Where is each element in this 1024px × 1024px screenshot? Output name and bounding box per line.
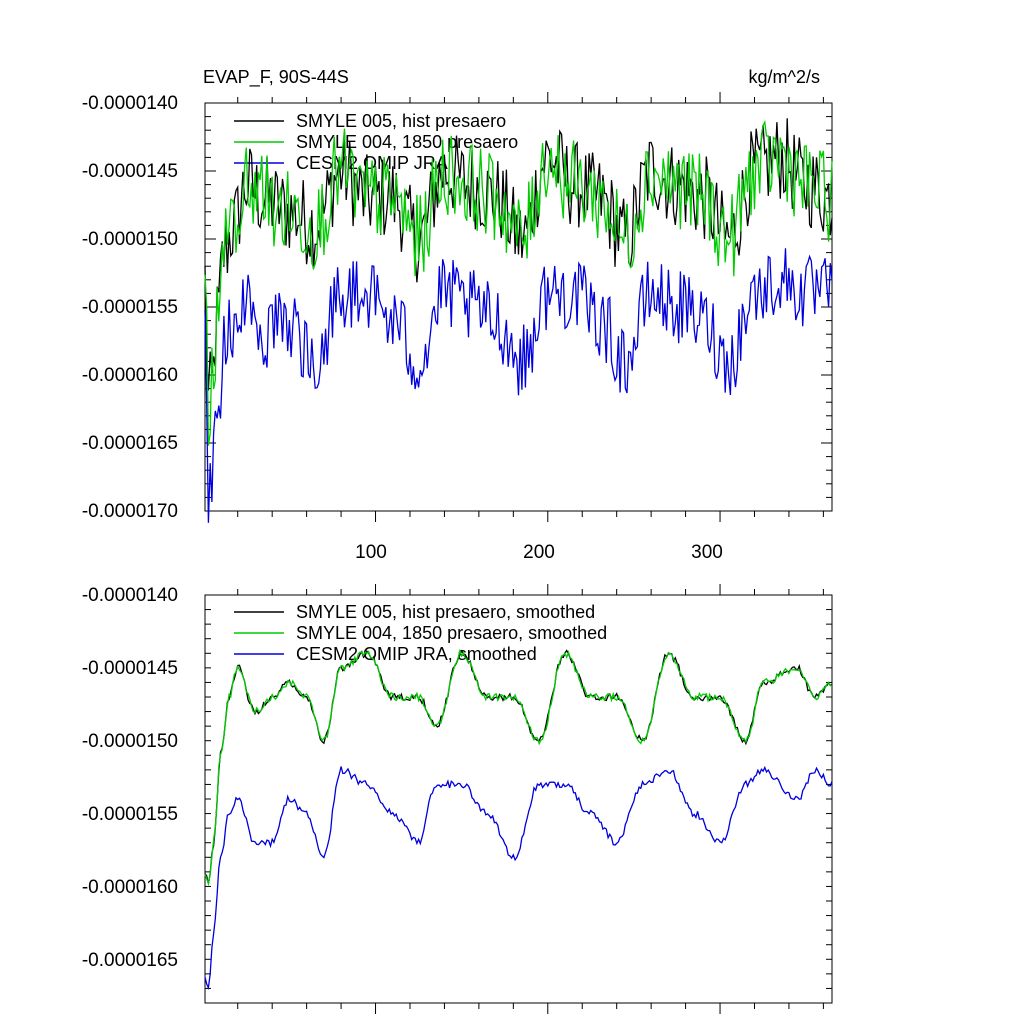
y-tick-label: -0.0000145: [82, 161, 178, 182]
legend-label: CESM2 OMIP JRA, smoothed: [296, 644, 537, 664]
series-line: [204, 119, 833, 446]
y-tick-label: -0.0000140: [82, 585, 178, 606]
y-tick-label: -0.0000160: [82, 877, 178, 898]
legend-label: SMYLE 005, hist presaero, smoothed: [296, 602, 595, 622]
x-tick-label: 100: [355, 542, 387, 563]
y-tick-label: -0.0000165: [82, 950, 178, 971]
top-legend: SMYLE 005, hist presaero SMYLE 004, 1850…: [234, 111, 518, 173]
legend-label: SMYLE 004, 1850 presaero, smoothed: [296, 623, 607, 643]
y-tick-label: -0.0000160: [82, 365, 178, 386]
bottom-y-tick-labels: -0.0000140 -0.0000145 -0.0000150 -0.0000…: [82, 585, 178, 971]
y-tick-label: -0.0000165: [82, 433, 178, 454]
top-y-tick-labels: -0.0000140 -0.0000145 -0.0000150 -0.0000…: [82, 93, 178, 522]
y-tick-label: -0.0000170: [82, 501, 178, 522]
series-line: [204, 765, 833, 991]
y-tick-label: -0.0000140: [82, 93, 178, 114]
legend-label: SMYLE 005, hist presaero: [296, 111, 506, 131]
y-tick-label: -0.0000150: [82, 229, 178, 250]
series-line: [204, 649, 833, 885]
y-tick-label: -0.0000145: [82, 658, 178, 679]
top-units: kg/m^2/s: [749, 67, 820, 87]
y-tick-label: -0.0000155: [82, 804, 178, 825]
top-panel: EVAP_F, 90S-44S kg/m^2/s -0.0000140 -0.0…: [82, 67, 833, 563]
series-line: [204, 648, 833, 887]
x-tick-label: 300: [691, 542, 723, 563]
y-tick-label: -0.0000155: [82, 297, 178, 318]
bottom-panel: -0.0000140 -0.0000145 -0.0000150 -0.0000…: [82, 584, 833, 1014]
top-x-tick-labels: 100 200 300: [355, 542, 723, 563]
x-tick-label: 200: [523, 542, 555, 563]
series-line: [204, 248, 833, 523]
bottom-legend: SMYLE 005, hist presaero, smoothed SMYLE…: [234, 602, 607, 664]
series-line: [204, 118, 833, 391]
y-tick-label: -0.0000150: [82, 731, 178, 752]
legend-label: SMYLE 004, 1850 presaero: [296, 132, 518, 152]
top-title: EVAP_F, 90S-44S: [203, 67, 349, 88]
